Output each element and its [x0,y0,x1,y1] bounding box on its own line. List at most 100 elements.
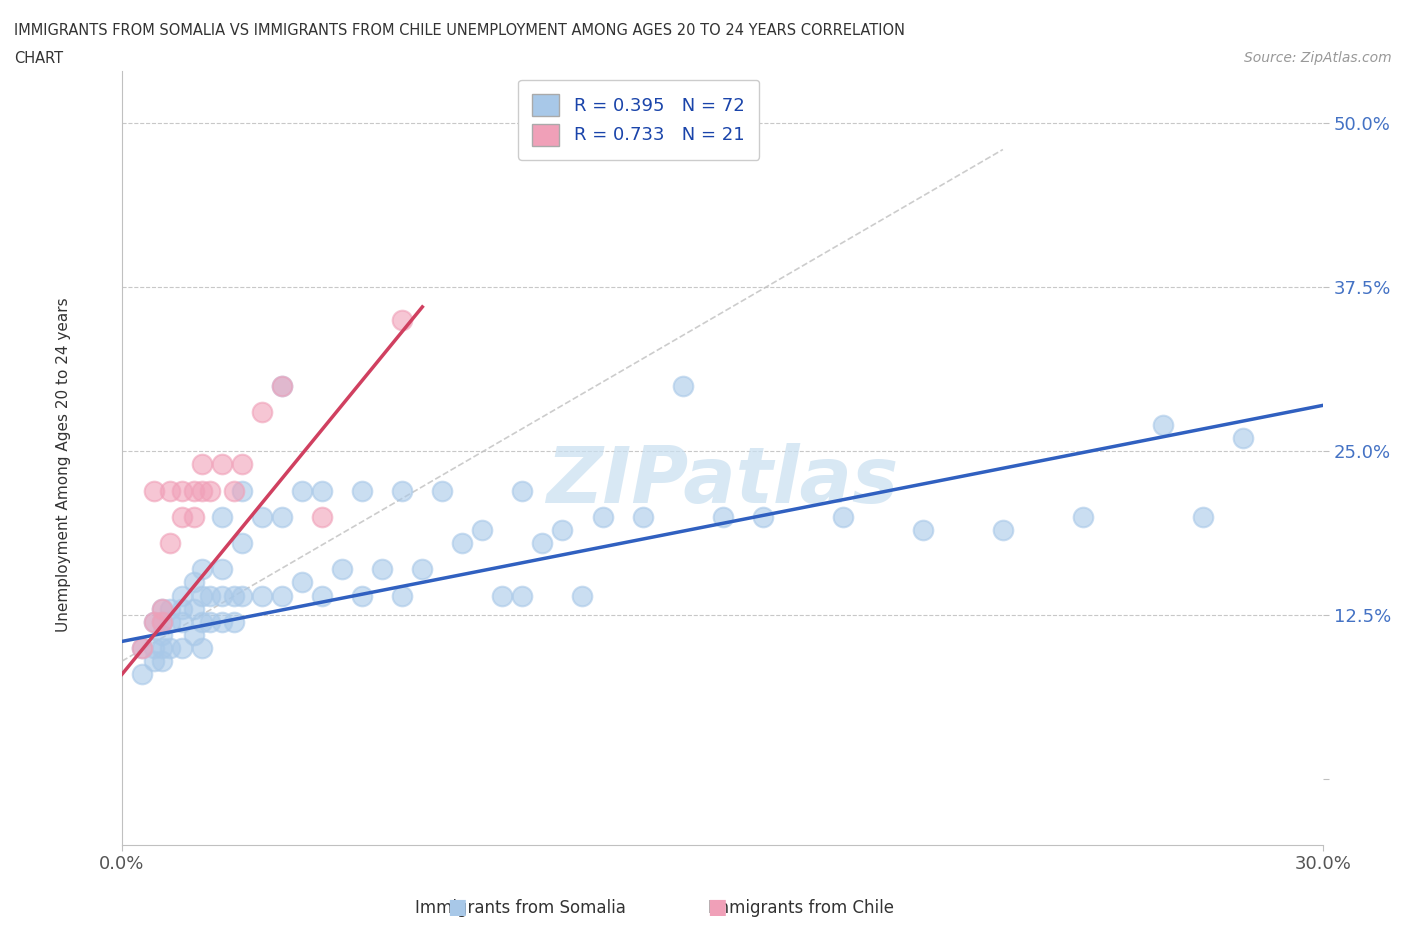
Point [271,588,294,603]
Point [159,536,181,551]
Point [250,405,273,419]
Point [131,667,153,682]
Point [183,601,205,616]
Point [1192,510,1215,525]
Point [191,457,214,472]
Point [150,628,173,643]
Point [183,483,205,498]
Point [150,601,173,616]
Point [159,641,181,656]
Point [711,510,734,525]
Point [352,483,374,498]
Point [512,588,534,603]
Point [150,641,173,656]
Point [183,510,205,525]
Point [311,483,333,498]
Point [198,588,221,603]
Point [631,510,654,525]
Point [224,483,246,498]
Text: Immigrants from Somalia: Immigrants from Somalia [415,899,626,917]
Point [352,588,374,603]
Point [159,483,181,498]
Point [491,588,513,603]
Point [172,601,194,616]
Point [231,483,253,498]
Text: Immigrants from Chile: Immigrants from Chile [709,899,894,917]
Point [291,575,314,590]
Point [311,588,333,603]
Point [671,379,693,393]
Point [571,588,593,603]
Point [271,510,294,525]
Point [330,562,353,577]
Point [198,615,221,630]
Point [143,615,166,630]
Text: ZIPatlas: ZIPatlas [547,443,898,519]
Point [172,483,194,498]
Point [143,641,166,656]
Point [143,654,166,669]
Point [231,536,253,551]
Point [231,588,253,603]
Point [224,615,246,630]
Text: CHART: CHART [14,51,63,66]
Point [211,588,233,603]
Text: IMMIGRANTS FROM SOMALIA VS IMMIGRANTS FROM CHILE UNEMPLOYMENT AMONG AGES 20 TO 2: IMMIGRANTS FROM SOMALIA VS IMMIGRANTS FR… [14,23,905,38]
Point [191,615,214,630]
Point [1071,510,1094,525]
Point [751,510,773,525]
Point [311,510,333,525]
Point [271,379,294,393]
Point [131,641,153,656]
Point [512,483,534,498]
Point [150,654,173,669]
Point [432,483,454,498]
Point [991,523,1014,538]
Point [211,562,233,577]
Point [191,588,214,603]
Point [172,615,194,630]
Point [183,628,205,643]
Legend: R = 0.395   N = 72, R = 0.733   N = 21: R = 0.395 N = 72, R = 0.733 N = 21 [517,80,759,160]
Point [183,575,205,590]
Point [391,588,413,603]
Point [231,457,253,472]
Point [451,536,474,551]
Point [250,588,273,603]
Point [1152,418,1174,432]
Point [211,457,233,472]
Point [172,588,194,603]
Point [150,615,173,630]
Point [291,483,314,498]
Point [592,510,614,525]
Point [150,615,173,630]
Text: ■: ■ [707,897,727,917]
Point [211,510,233,525]
Point [911,523,934,538]
Point [172,641,194,656]
Point [131,641,153,656]
Point [1232,431,1254,445]
Text: ■: ■ [447,897,467,917]
Point [172,510,194,525]
Point [143,615,166,630]
Point [211,615,233,630]
Point [159,601,181,616]
Point [250,510,273,525]
Point [224,588,246,603]
Point [531,536,554,551]
Point [411,562,433,577]
Point [551,523,574,538]
Point [198,483,221,498]
Point [391,483,413,498]
Point [159,615,181,630]
Point [831,510,853,525]
Point [143,483,166,498]
Point [191,562,214,577]
Point [471,523,494,538]
Point [391,312,413,327]
Point [191,641,214,656]
Point [150,601,173,616]
Point [271,379,294,393]
Point [371,562,394,577]
